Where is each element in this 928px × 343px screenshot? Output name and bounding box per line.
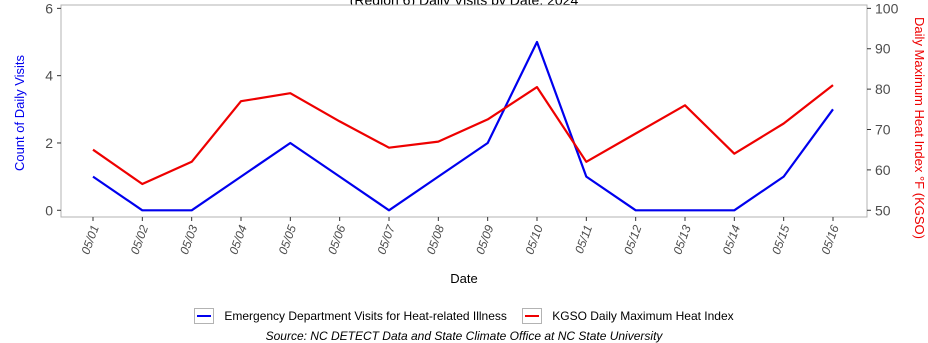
x-tick-label: 05/15 <box>769 223 793 256</box>
legend-label-ed-visits: Emergency Department Visits for Heat-rel… <box>224 309 507 323</box>
x-tick-label: 05/04 <box>226 223 250 256</box>
legend-item-ed-visits: Emergency Department Visits for Heat-rel… <box>194 308 507 324</box>
x-tick-label: 05/09 <box>473 223 497 256</box>
left-tick-label: 2 <box>45 135 53 151</box>
plot-panel <box>60 4 868 218</box>
right-tick-label: 100 <box>875 0 899 16</box>
legend-key-red-line-icon <box>522 308 543 324</box>
x-tick-label: 05/03 <box>177 223 201 256</box>
series-line-ed-visits <box>92 40 834 212</box>
left-tick-label: 4 <box>45 68 53 84</box>
left-tick-label: 0 <box>45 202 53 218</box>
right-tick-label: 60 <box>875 162 891 178</box>
x-tick-label: 05/11 <box>572 223 595 255</box>
right-tick-label: 50 <box>875 202 891 218</box>
right-tick-label: 70 <box>875 122 891 138</box>
legend-label-heat-index: KGSO Daily Maximum Heat Index <box>552 309 734 323</box>
left-y-axis-title: Count of Daily Visits <box>12 54 27 171</box>
chart: (Region 6) Daily Visits by Date, 2024 0 2… <box>12 0 927 286</box>
x-axis: 05/01 05/02 05/03 05/04 05/05 05/06 05/07 05/08… <box>78 217 842 256</box>
legend-item-heat-index: KGSO Daily Maximum Heat Index <box>522 308 734 324</box>
legend: Emergency Department Visits for Heat-rel… <box>0 308 928 327</box>
chart-title: (Region 6) Daily Visits by Date, 2024 <box>350 0 579 8</box>
x-tick-label: 05/16 <box>818 223 842 256</box>
x-tick-label: 05/05 <box>276 223 300 256</box>
series-layer <box>92 40 834 212</box>
legend-key-blue-line-icon <box>194 308 215 324</box>
right-tick-label: 80 <box>875 81 891 97</box>
left-y-axis: 0 2 4 6 <box>45 0 61 218</box>
x-axis-title: Date <box>450 271 477 286</box>
x-tick-label: 05/06 <box>325 223 349 256</box>
x-tick-label: 05/12 <box>621 223 645 256</box>
left-tick-label: 6 <box>45 0 53 16</box>
x-tick-label: 05/10 <box>522 223 546 256</box>
x-tick-label: 05/08 <box>424 223 448 256</box>
x-tick-label: 05/14 <box>720 223 744 256</box>
x-tick-label: 05/07 <box>374 222 398 256</box>
right-tick-label: 90 <box>875 41 891 57</box>
right-y-axis-title: Daily Maximum Heat Index °F (KGSO) <box>912 17 927 239</box>
series-line-heat-index <box>92 84 834 186</box>
x-tick-label: 05/02 <box>128 223 152 256</box>
source-note: Source: NC DETECT Data and State Climate… <box>265 329 663 343</box>
x-tick-label: 05/01 <box>78 223 101 256</box>
x-tick-label: 05/13 <box>670 223 694 256</box>
right-y-axis: 50 60 70 80 90 100 <box>867 0 899 218</box>
